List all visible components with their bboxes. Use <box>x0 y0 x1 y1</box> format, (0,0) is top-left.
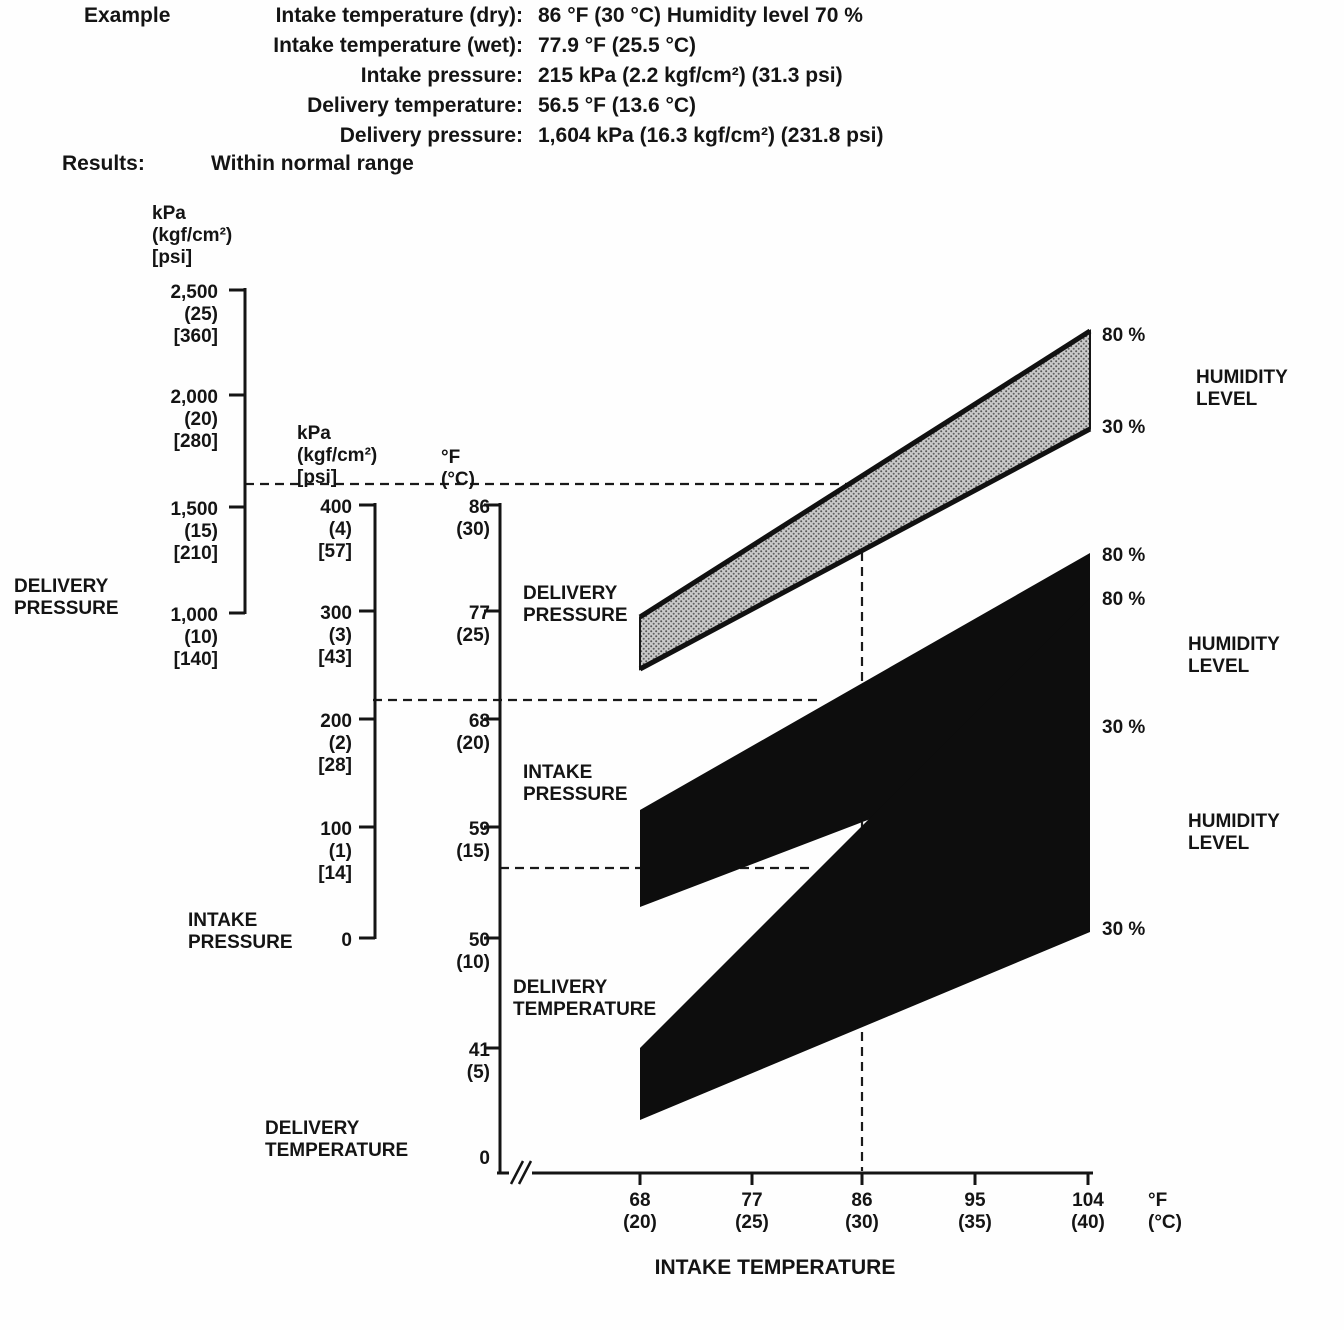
delivery-temperature-axis-tick: 59 (15) <box>456 819 490 863</box>
humidity-level-legend: HUMIDITY LEVEL <box>1188 811 1280 855</box>
example-row-value: 86 °F (30 °C) Humidity level 70 % <box>538 4 863 27</box>
delivery-temperature-band <box>640 598 1090 1120</box>
delivery-pressure-band <box>638 328 1092 672</box>
example-row-label: Intake temperature (wet): <box>273 34 523 57</box>
x-axis-title: INTAKE TEMPERATURE <box>654 1256 896 1279</box>
humidity-80-label-dp: 80 % <box>1102 325 1146 346</box>
results-value: Within normal range <box>211 152 414 175</box>
delivery-pressure-axis-tick: 2,000 (20) [280] <box>170 387 218 453</box>
delivery-temperature-band-label: DELIVERY TEMPERATURE <box>513 977 657 1021</box>
delivery-pressure-axis-tick: 1,500 (15) [210] <box>170 499 218 565</box>
humidity-80-label-dt: 80 % <box>1102 589 1146 610</box>
delivery-temperature-axis <box>484 503 502 1174</box>
intake-pressure-axis-tick: 0 <box>341 930 352 951</box>
axis-break-icon <box>509 1159 533 1187</box>
intake-pressure-axis-units: kPa (kgf/cm²) [psi] <box>297 423 378 489</box>
delivery-temperature-axis-tick: 41 (5) <box>466 1040 490 1084</box>
delivery-temperature-axis-units: °F (°C) <box>441 447 475 491</box>
intake-temperature-axis <box>497 1171 1093 1185</box>
delivery-pressure-axis-tick: 2,500 (25) [360] <box>170 282 218 348</box>
example-row-label: Delivery temperature: <box>307 94 523 117</box>
example-row-label: Intake temperature (dry): <box>275 4 523 27</box>
intake-temperature-tick: 95 (35) <box>958 1190 992 1234</box>
example-row-value: 215 kPa (2.2 kgf/cm²) (31.3 psi) <box>538 64 843 87</box>
intake-pressure-axis-tick: 400 (4) [57] <box>318 497 352 563</box>
humidity-30-label-ip: 30 % <box>1102 717 1146 738</box>
humidity-30-label-dp: 30 % <box>1102 417 1146 438</box>
intake-temperature-tick: 86 (30) <box>845 1190 879 1234</box>
intake-pressure-band-label: INTAKE PRESSURE <box>523 762 628 806</box>
example-row-value: 56.5 °F (13.6 °C) <box>538 94 697 117</box>
humidity-level-legend: HUMIDITY LEVEL <box>1188 634 1280 678</box>
intake-temperature-tick: 104 (40) <box>1071 1190 1105 1234</box>
delivery-temperature-axis-label: DELIVERY TEMPERATURE <box>265 1118 409 1162</box>
delivery-temperature-axis-tick: 86 (30) <box>456 497 490 541</box>
intake-pressure-axis-tick: 100 (1) [14] <box>318 819 352 885</box>
intake-pressure-band <box>640 553 1090 907</box>
example-row-label: Intake pressure: <box>360 64 523 87</box>
intake-pressure-axis <box>359 503 377 940</box>
delivery-pressure-axis <box>229 288 247 615</box>
humidity-30-label-dt: 30 % <box>1102 919 1146 940</box>
delivery-temperature-axis-tick: 77 (25) <box>456 603 490 647</box>
example-row-value: 1,604 kPa (16.3 kgf/cm²) (231.8 psi) <box>538 124 884 147</box>
example-row-label: Delivery pressure: <box>339 124 523 147</box>
delivery-temperature-axis-tick: 0 <box>479 1148 490 1169</box>
delivery-pressure-axis-units: kPa (kgf/cm²) [psi] <box>152 203 233 269</box>
intake-pressure-axis-tick: 200 (2) [28] <box>318 711 352 777</box>
intake-pressure-axis-label: INTAKE PRESSURE <box>188 910 293 954</box>
results-label: Results: <box>62 152 145 175</box>
intake-temperature-tick: 77 (25) <box>735 1190 769 1234</box>
intake-pressure-axis-tick: 300 (3) [43] <box>318 603 352 669</box>
delivery-pressure-axis-label: DELIVERY PRESSURE <box>14 576 119 620</box>
intake-temperature-axis-units: °F (°C) <box>1148 1190 1182 1234</box>
delivery-pressure-band-label: DELIVERY PRESSURE <box>523 583 628 627</box>
humidity-80-label-ip: 80 % <box>1102 545 1146 566</box>
example-row-value: 77.9 °F (25.5 °C) <box>538 34 697 57</box>
example-title: Example <box>84 4 171 27</box>
delivery-pressure-axis-tick: 1,000 (10) [140] <box>170 605 218 671</box>
delivery-temperature-axis-tick: 50 (10) <box>456 930 490 974</box>
intake-temperature-tick: 68 (20) <box>623 1190 657 1234</box>
humidity-level-legend: HUMIDITY LEVEL <box>1196 367 1288 411</box>
delivery-temperature-axis-tick: 68 (20) <box>456 711 490 755</box>
